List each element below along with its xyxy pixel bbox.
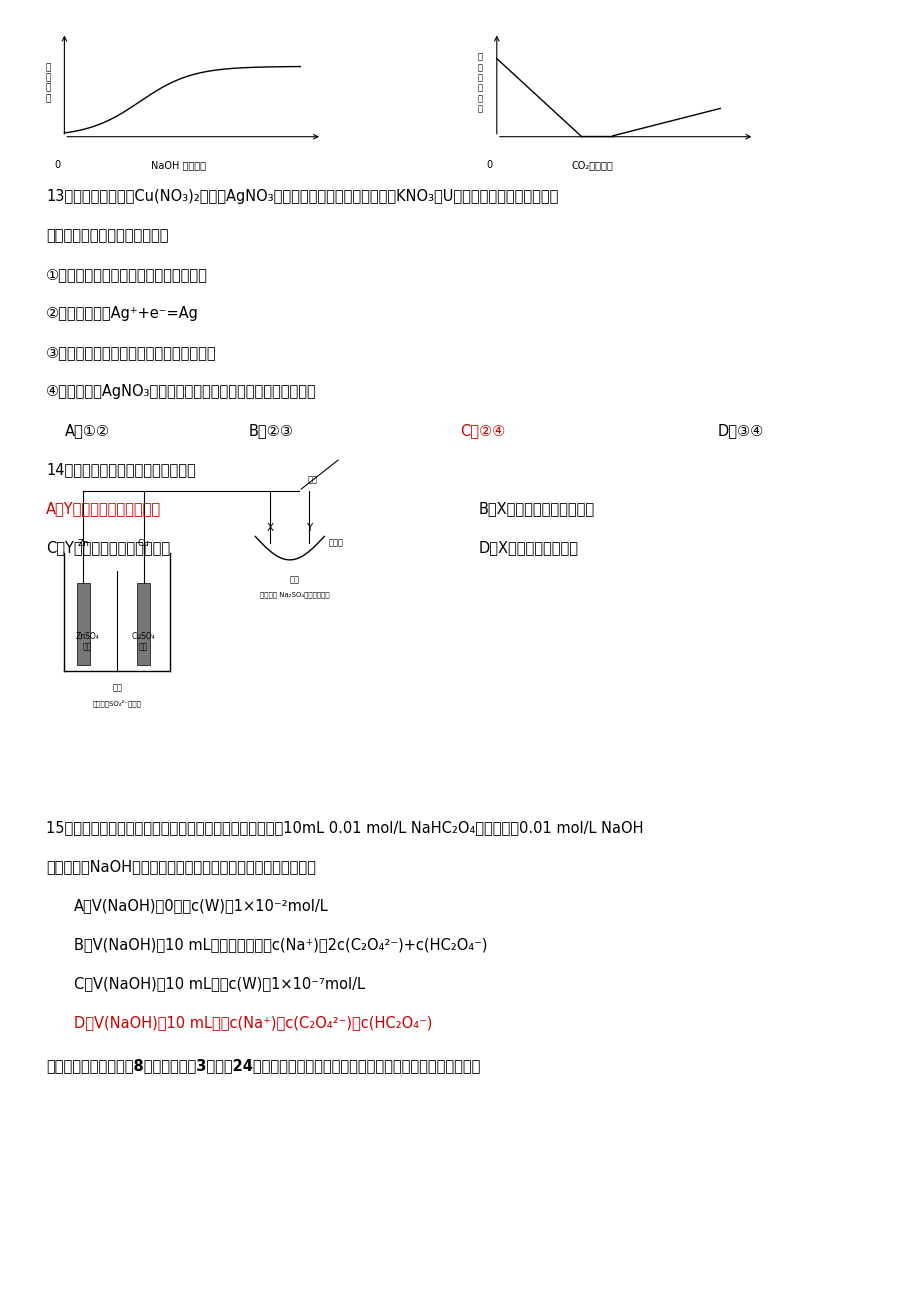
Text: Cu: Cu (138, 539, 150, 548)
Text: 15、草酸是二元中强酸，草酸氢钠溶液显酸性。常温下，向10mL 0.01 mol/L NaHC₂O₄溶液中滴加0.01 mol/L NaOH: 15、草酸是二元中强酸，草酸氢钠溶液显酸性。常温下，向10mL 0.01 mol… (46, 820, 642, 836)
Text: B．X为正极，发生氧化反应: B．X为正极，发生氧化反应 (478, 501, 594, 517)
Text: Zn: Zn (77, 539, 89, 548)
Text: 铜线: 铜线 (308, 475, 317, 484)
Text: ②正极反应为：Ag⁺+e⁻=Ag: ②正极反应为：Ag⁺+e⁻=Ag (46, 306, 199, 322)
Text: 表面皿: 表面皿 (329, 539, 344, 547)
Text: C、V(NaOH)＝10 mL时，c(W)＝1×10⁻⁷mol/L: C、V(NaOH)＝10 mL时，c(W)＝1×10⁻⁷mol/L (74, 976, 364, 992)
Text: 0: 0 (486, 160, 492, 171)
Text: A、V(NaOH)＝0时，c(W)＝1×10⁻²mol/L: A、V(NaOH)＝0时，c(W)＝1×10⁻²mol/L (74, 898, 328, 914)
Text: 溶
液
导
电
能
力: 溶 液 导 电 能 力 (477, 52, 482, 113)
Text: CuSO₄
溶液: CuSO₄ 溶液 (131, 631, 155, 651)
Text: C．Y与滤纸接触处有氧气生成: C．Y与滤纸接触处有氧气生成 (46, 540, 170, 556)
Text: （只允许SO₄²⁻通过）: （只允许SO₄²⁻通过） (93, 699, 142, 707)
Text: D、V(NaOH)＞10 mL时，c(Na⁺)＞c(C₂O₄²⁻)＞c(HC₂O₄⁻): D、V(NaOH)＞10 mL时，c(Na⁺)＞c(C₂O₄²⁻)＞c(HC₂O… (74, 1016, 432, 1031)
Text: （滴加了 Na₂SO₄、酚酞溶液）: （滴加了 Na₂SO₄、酚酞溶液） (259, 591, 329, 598)
Text: A．①②: A．①② (64, 423, 109, 439)
Text: Y: Y (306, 522, 312, 533)
Bar (77, 583, 90, 665)
Text: NaOH 溶液体积: NaOH 溶液体积 (151, 160, 206, 171)
Text: B．②③: B．②③ (248, 423, 293, 439)
Text: 下有关该原电池的叙述正确的是: 下有关该原电池的叙述正确的是 (46, 228, 168, 243)
Text: 隔膜: 隔膜 (112, 684, 122, 693)
Text: B、V(NaOH)＜10 mL时，不可能存在c(Na⁺)＝2c(C₂O₄²⁻)+c(HC₂O₄⁻): B、V(NaOH)＜10 mL时，不可能存在c(Na⁺)＝2c(C₂O₄²⁻)+… (74, 937, 486, 953)
Text: 沉
淀
质
量: 沉 淀 质 量 (45, 62, 51, 103)
Text: C．②④: C．②④ (460, 423, 505, 439)
Text: A．Y为阴极，发生还原反应: A．Y为阴极，发生还原反应 (46, 501, 161, 517)
Text: D．X为滤纸接触处变红: D．X为滤纸接触处变红 (478, 540, 578, 556)
Text: ③实验过程中取出盐桥，原电池仍继续工作: ③实验过程中取出盐桥，原电池仍继续工作 (46, 345, 216, 361)
Text: 13、用铜片、银片、Cu(NO₃)₂溶液、AgNO₃溶液、导线和盐桥（装有琼脂－KNO₃的U型管）构成一个原电池。以: 13、用铜片、银片、Cu(NO₃)₂溶液、AgNO₃溶液、导线和盐桥（装有琼脂－… (46, 189, 558, 204)
Text: D．③④: D．③④ (717, 423, 763, 439)
Text: 二、选择题（本题包括8小题，每小题3分，共24分。每小题有一个或两个选项符合题意。若正确答案包括一: 二、选择题（本题包括8小题，每小题3分，共24分。每小题有一个或两个选项符合题意… (46, 1059, 480, 1074)
Text: 0: 0 (54, 160, 60, 171)
Bar (137, 583, 150, 665)
Text: ZnSO₄
溶液: ZnSO₄ 溶液 (75, 631, 99, 651)
Text: ①在外电路中，电流由铜电极流向银电极: ①在外电路中，电流由铜电极流向银电极 (46, 267, 208, 283)
Text: CO₂气体体积: CO₂气体体积 (571, 160, 612, 171)
Text: ④将铜片浸入AgNO₃溶液中发生的化学反应与该原电池反应相同: ④将铜片浸入AgNO₃溶液中发生的化学反应与该原电池反应相同 (46, 384, 316, 400)
Text: 滤纸: 滤纸 (289, 575, 299, 585)
Text: X: X (267, 522, 274, 533)
Text: 14、如右图所示，下列叙述正确的是: 14、如右图所示，下列叙述正确的是 (46, 462, 196, 478)
Text: 溶液，随着NaOH溶液体积的增加，溶液中离子浓度关系正确的是: 溶液，随着NaOH溶液体积的增加，溶液中离子浓度关系正确的是 (46, 859, 315, 875)
